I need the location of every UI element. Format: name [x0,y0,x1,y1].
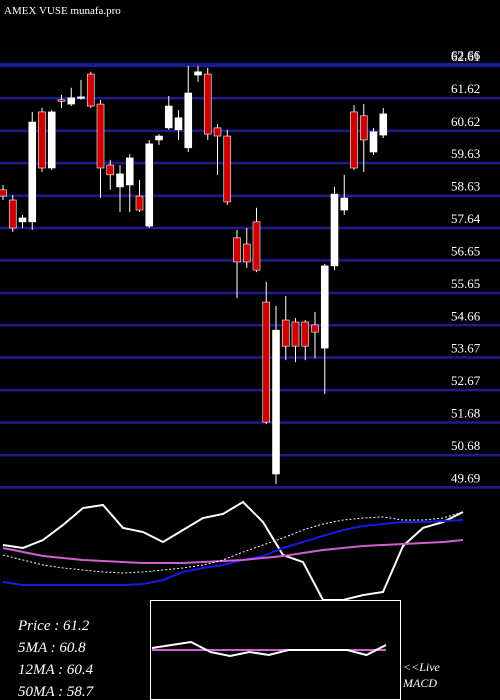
y-tick-label: 58.63 [451,179,480,194]
candle-body [106,164,115,176]
stats: Price : 61.2 5MA : 60.8 12MA : 60.4 50MA : … [14,614,114,700]
candle-body [96,103,105,169]
candle-body [379,113,388,136]
indicator-line [2,519,464,587]
y-tick-label: 60.62 [451,114,480,129]
stat-text: Price : 61.2 [17,618,90,634]
candle-body [320,265,329,349]
macd-line [151,640,387,658]
y-tick-label: 53.67 [451,341,481,356]
candle-body [359,115,368,141]
candle-body [86,73,95,107]
candle-body [135,195,144,211]
y-tick-label: 59.63 [451,146,480,161]
candle-body [28,121,37,223]
candle-body [0,189,7,197]
candle-body [184,92,193,149]
candle-body [272,329,280,475]
candle-body [18,217,27,223]
candle-body [213,127,222,137]
candle-body [194,71,202,76]
indicator-panel [2,500,464,601]
chart-title: AMEX VUSE munafa.pro [4,5,121,17]
candle-body [311,324,319,333]
candle-body [174,117,183,131]
candle-body [8,199,17,229]
candle-body [350,111,358,169]
candle-body [57,99,66,102]
candle-body [262,301,271,423]
macd-label: MACD [402,676,437,690]
y-tick-label: 49.69 [451,470,480,485]
y-tick-label: 61.62 [451,81,480,96]
y-tick-label: 56.65 [451,243,480,258]
candle-body [155,135,163,141]
candle-body [125,157,134,186]
y-tick-label: 52.67 [451,373,481,388]
candle-body [340,197,349,211]
indicator-line [2,500,464,601]
candles [0,65,388,485]
candle-body [281,319,290,347]
y-tick-label: 57.64 [451,211,481,226]
stat-text: 5MA : 60.8 [18,640,86,656]
indicator-line [2,511,464,574]
stat-bg [14,658,114,678]
macd-panel: <<Live MACD [151,640,441,690]
candle-body [330,193,339,267]
candle-body [369,131,378,153]
candle-body [203,73,212,135]
candle-body [242,243,251,263]
indicator-line [2,539,464,565]
y-tick-label: 55.65 [451,276,480,291]
stat-text: 12MA : 60.4 [18,662,94,678]
candle-body [223,135,232,203]
candle-body [164,105,173,129]
y-tick-label: 62.61 [451,49,480,64]
y-tick-label: 51.68 [451,405,480,420]
candle-body [233,237,241,263]
y-tick-label: 62.66 [451,47,481,62]
candle-body [116,173,124,188]
candle-body [38,111,46,169]
stat-bg [14,680,114,700]
candle-body [252,221,261,271]
candle-body [47,111,56,169]
candle-body [301,321,310,347]
candle-body [291,321,300,347]
y-tick-label: 50.68 [451,438,480,453]
stat-bg [14,614,114,634]
candle-body [67,97,76,105]
candle-body [77,96,85,99]
candle-body [145,143,154,227]
macd-label: <<Live [403,660,441,674]
stat-text: 50MA : 58.7 [18,684,95,700]
stat-bg [14,636,114,656]
y-tick-label: 54.66 [451,308,481,323]
grid [0,63,500,489]
